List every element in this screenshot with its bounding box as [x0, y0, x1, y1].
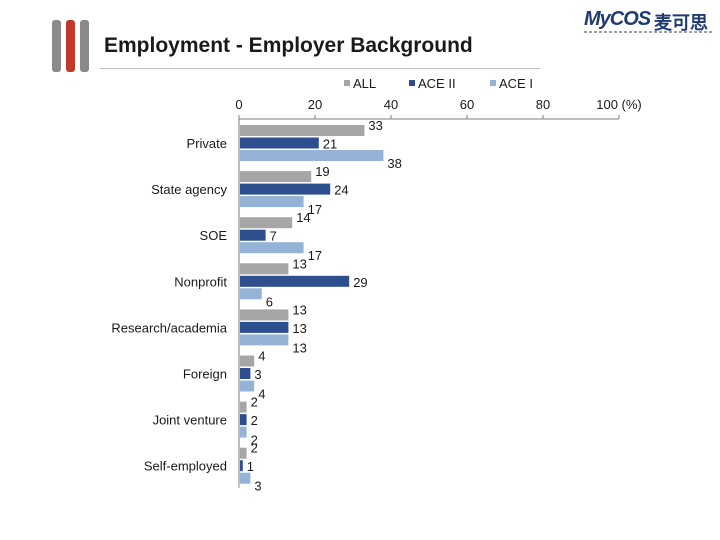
logo-tagline-decoration [584, 31, 714, 33]
bar-ace-ii [240, 229, 266, 241]
bar-all [240, 217, 293, 229]
data-label: 2 [251, 413, 258, 428]
legend-swatch [490, 80, 496, 86]
category-label: Joint venture [153, 413, 227, 428]
category-label: Private [187, 136, 227, 151]
data-label: 2 [251, 441, 258, 456]
data-label: 14 [296, 210, 310, 225]
x-tick-label: 40 [384, 97, 398, 112]
title-divider [100, 68, 540, 69]
decorative-bar [66, 20, 75, 72]
bar-ace-ii [240, 321, 289, 333]
logo-wordmark: MyCOS [584, 8, 651, 30]
bar-ace-ii [240, 137, 319, 149]
bar-all [240, 125, 365, 136]
category-label: Self-employed [144, 459, 227, 474]
bar-all [240, 355, 255, 367]
legend-label: ACE II [418, 76, 456, 91]
bar-ace-ii [240, 183, 331, 195]
decorative-bar [52, 20, 61, 72]
bar-ace-i [240, 150, 384, 161]
category-label: State agency [151, 182, 227, 197]
x-tick-label: 60 [460, 97, 474, 112]
legend-label: ALL [353, 76, 376, 91]
page-title: Employment - Employer Background [104, 34, 473, 57]
decorative-bar [80, 20, 89, 72]
data-label: 29 [353, 275, 367, 290]
bar-all [240, 401, 247, 413]
data-label: 17 [308, 202, 322, 217]
category-label: Nonprofit [174, 274, 227, 289]
data-label: 3 [254, 479, 261, 494]
bar-ace-i [240, 288, 262, 300]
data-label: 13 [292, 321, 306, 336]
x-tick-label: 80 [536, 97, 550, 112]
data-label: 21 [323, 137, 337, 152]
x-tick-label: 0 [235, 97, 242, 112]
data-label: 1 [247, 459, 254, 474]
data-label: 2 [251, 395, 258, 410]
bar-ace-ii [240, 460, 243, 472]
bar-ace-ii [240, 368, 251, 379]
bar-ace-i [240, 196, 304, 208]
bar-ace-i [240, 472, 251, 484]
x-tick-label: 20 [308, 97, 322, 112]
data-label: 13 [292, 256, 306, 271]
x-tick-label: 100 (%) [596, 97, 642, 112]
data-label: 38 [387, 156, 401, 171]
legend-swatch [344, 80, 350, 86]
data-label: 13 [292, 302, 306, 317]
data-label: 3 [254, 367, 261, 382]
bar-ace-i [240, 242, 304, 254]
bar-all [240, 171, 312, 183]
bar-ace-i [240, 380, 255, 392]
category-label: Foreign [183, 367, 227, 382]
bar-ace-i [240, 426, 247, 438]
data-label: 4 [258, 349, 265, 364]
bar-all [240, 263, 289, 275]
legend-label: ACE I [499, 76, 533, 91]
data-label: 17 [308, 248, 322, 263]
legend-swatch [409, 80, 415, 86]
data-label: 4 [258, 387, 265, 402]
category-label: Research/academia [111, 320, 227, 335]
brand-logo: MyCOS 麦可思 [584, 8, 714, 40]
logo-chinese-name: 麦可思 [654, 13, 708, 34]
bar-ace-ii [240, 414, 247, 426]
bar-ace-ii [240, 275, 350, 287]
data-label: 24 [334, 183, 348, 198]
data-label: 7 [270, 229, 277, 244]
data-label: 33 [368, 118, 382, 133]
data-label: 6 [266, 294, 273, 309]
data-label: 2 [251, 433, 258, 448]
data-label: 19 [315, 164, 329, 179]
bar-ace-i [240, 334, 289, 346]
bar-all [240, 309, 289, 321]
bar-all [240, 447, 247, 459]
category-label: SOE [200, 228, 228, 243]
data-label: 13 [292, 340, 306, 355]
